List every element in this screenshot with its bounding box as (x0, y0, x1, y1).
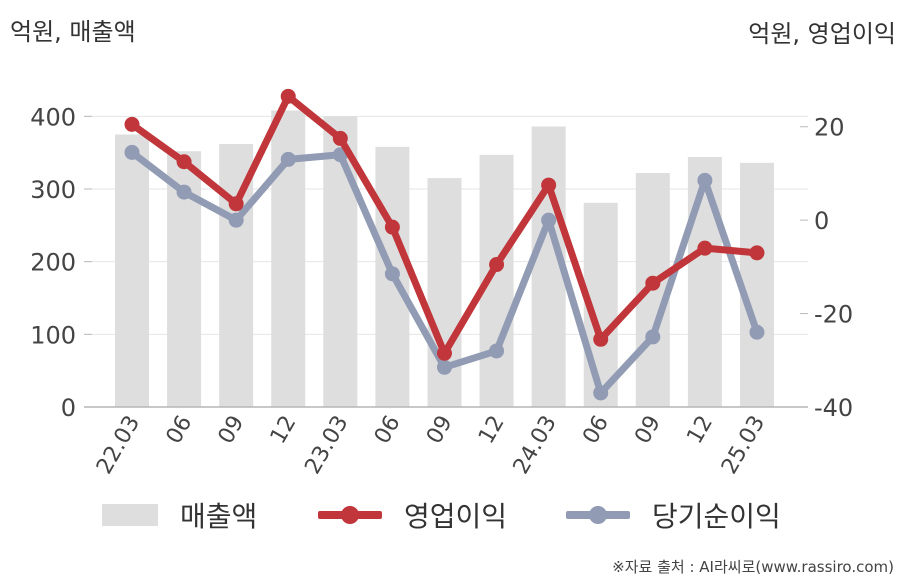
legend-label-operating-profit: 영업이익 (404, 500, 508, 533)
legend-item-operating-profit: 영업이익 (318, 490, 507, 540)
operating-profit-point (332, 130, 348, 146)
x-tick-label: 25.03 (717, 412, 770, 479)
net-income-point (593, 385, 609, 401)
operating-profit-point (645, 275, 661, 291)
net-income-point (384, 266, 400, 282)
legend-swatch-net-income (566, 504, 630, 526)
left-tick-label: 100 (30, 321, 76, 349)
revenue-bars (115, 110, 774, 408)
revenue-bar (687, 157, 722, 407)
operating-profit-point (593, 331, 609, 347)
net-income-point (176, 184, 192, 200)
x-tick-label: 23.03 (300, 412, 353, 479)
operating-profit-point (176, 154, 192, 170)
legend-swatch-revenue (102, 504, 158, 526)
x-tick-label: 09 (214, 412, 250, 449)
left-axis-unit: 억원, 매출액 (10, 18, 136, 46)
x-tick-label: 09 (630, 412, 666, 449)
net-income-point (541, 212, 557, 228)
net-income-point (489, 343, 505, 359)
x-tick-label: 09 (422, 412, 458, 449)
x-tick-label: 06 (162, 412, 198, 449)
revenue-bar (739, 162, 774, 407)
legend: 매출액 영업이익 당기순이익 (0, 490, 908, 540)
left-tick-label: 400 (30, 103, 76, 131)
operating-profit-point (541, 177, 557, 193)
axes (84, 115, 808, 408)
net-income-point (228, 212, 244, 228)
net-income-point (436, 359, 452, 375)
operating-profit-point (228, 196, 244, 212)
right-tick-label: -40 (814, 394, 853, 422)
operating-profit-point (280, 88, 296, 104)
left-tick-label: 300 (30, 176, 76, 204)
x-tick-label: 06 (370, 412, 406, 449)
operating-profit-point (749, 245, 765, 261)
legend-label-net-income: 당기순이익 (652, 500, 781, 533)
right-tick-label: -20 (814, 301, 853, 329)
operating-profit-point (697, 240, 713, 256)
legend-item-revenue: 매출액 (102, 490, 257, 540)
profit-lines (124, 88, 765, 401)
operating-profit-point (489, 257, 505, 273)
right-tick-label: 20 (814, 114, 845, 142)
legend-label-revenue: 매출액 (180, 500, 258, 533)
x-tick-label: 12 (682, 412, 718, 449)
revenue-bar (115, 134, 149, 407)
net-income-point (749, 324, 765, 340)
right-axis-unit: 억원, 영업이익 (748, 20, 896, 48)
operating-profit-point (384, 219, 400, 235)
net-income-point (280, 151, 296, 167)
left-tick-label: 200 (30, 249, 76, 277)
x-tick-label: 06 (578, 412, 614, 449)
net-income-point (645, 329, 661, 345)
x-tick-label: 12 (266, 412, 302, 449)
left-tick-label: 0 (61, 394, 76, 422)
legend-item-net-income: 당기순이익 (566, 490, 781, 540)
operating-profit-point (436, 345, 452, 361)
source-note: ※자료 출처 : AI라씨로(www.rassiro.com) (612, 558, 894, 576)
revenue-bar (323, 116, 358, 407)
x-tick-label: 22.03 (92, 412, 145, 479)
x-tick-label: 12 (474, 412, 510, 449)
x-tick-label: 24.03 (509, 412, 562, 479)
net-income-point (697, 172, 713, 188)
operating-profit-point (124, 116, 140, 132)
legend-swatch-operating-profit (318, 504, 382, 526)
right-tick-label: 0 (814, 207, 829, 235)
net-income-point (124, 144, 140, 160)
